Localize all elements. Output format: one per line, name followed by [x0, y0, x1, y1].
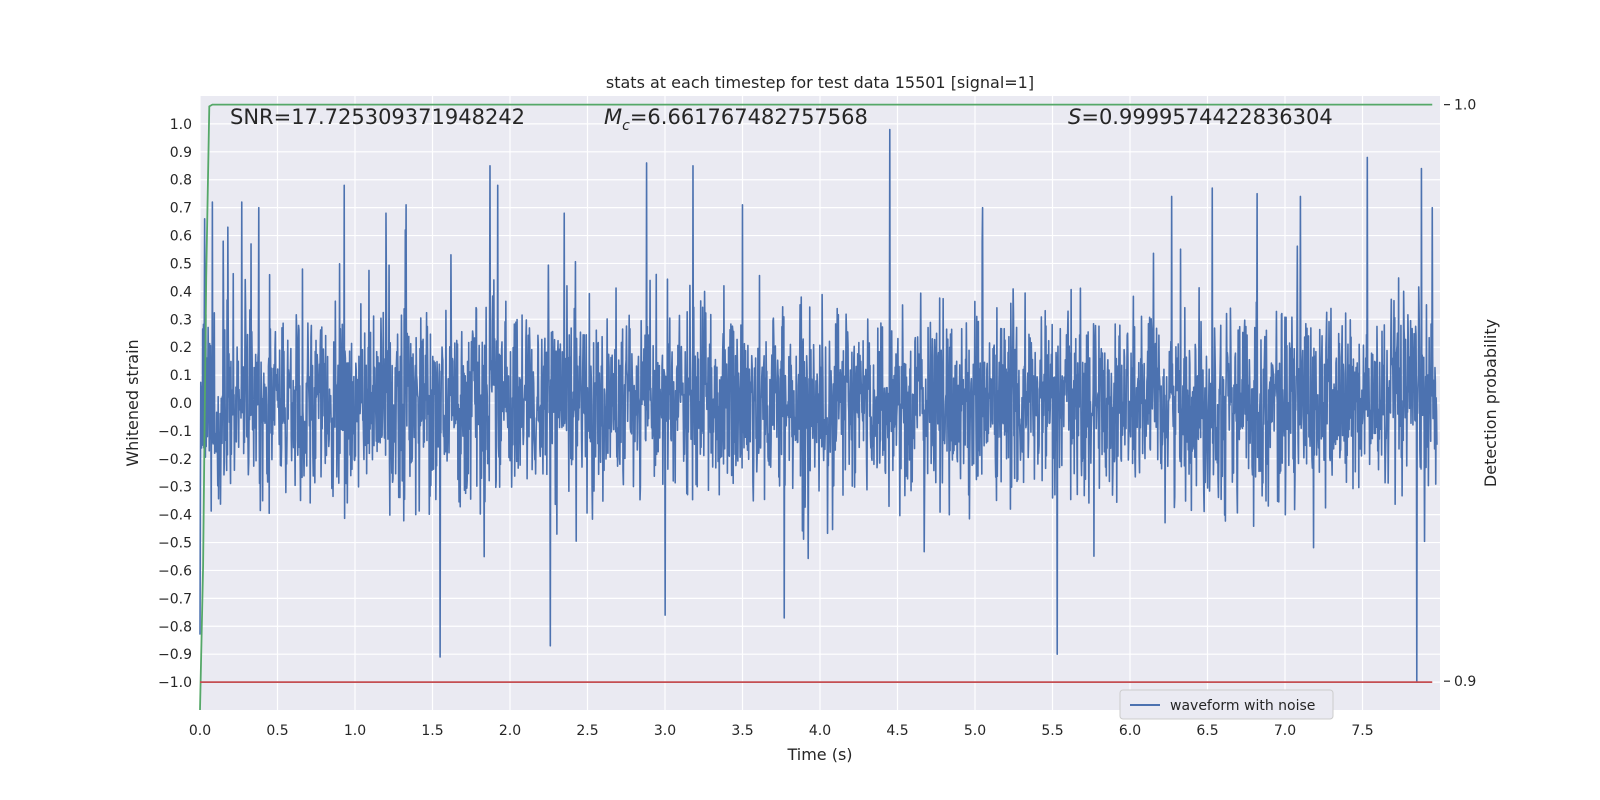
chirp-mass-symbol: M	[604, 105, 622, 129]
x-tick-label: 2.5	[576, 723, 598, 739]
axes: 0.0 0.5 1.0 1.5 2.0 2.5 3.0 3.5 4.0 4.5 5.0 5.5 6.0 6…	[158, 98, 1476, 739]
y-tick-label: −0.2	[158, 452, 192, 468]
detection-statistic-annotation: S=0.9999574422836304	[1068, 105, 1333, 129]
x-tick-label: 5.5	[1041, 723, 1063, 739]
y-tick-label: −0.9	[158, 647, 192, 663]
y-tick-label: 0.7	[170, 201, 192, 217]
chirp-mass-subscript: c	[622, 118, 630, 134]
y-tick-label: 0.4	[170, 284, 192, 300]
y-tick-label: −0.7	[158, 591, 192, 607]
x-tick-label: 4.0	[809, 723, 831, 739]
y-tick-label: −1.0	[158, 675, 192, 691]
x-tick-label: 1.5	[421, 723, 443, 739]
y-tick-label: −0.6	[158, 563, 192, 579]
y-axis-label: Whitened strain	[123, 339, 142, 466]
y-tick-label: 0.2	[170, 340, 192, 356]
statistic-symbol: S	[1068, 105, 1081, 129]
chart-title: stats at each timestep for test data 155…	[606, 73, 1034, 92]
y-tick-label: −0.4	[158, 508, 192, 524]
x-tick-label: 5.0	[964, 723, 986, 739]
x-tick-label: 3.0	[654, 723, 676, 739]
y-tick-label: 0.0	[170, 396, 192, 412]
x-tick-label: 4.5	[886, 723, 908, 739]
series-layer	[199, 103, 1438, 711]
y-tick-label: 1.0	[170, 117, 192, 133]
x-axis-label: Time (s)	[786, 745, 852, 764]
snr-annotation: SNR=17.725309371948242	[230, 105, 525, 129]
y-tick-label: 0.3	[170, 312, 192, 328]
x-tick-label: 7.0	[1274, 723, 1296, 739]
x-tick-label: 0.5	[266, 723, 288, 739]
y2-tick-label: 0.9	[1454, 674, 1476, 690]
detection-probability-line	[199, 103, 1433, 711]
legend-label-waveform: waveform with noise	[1170, 698, 1315, 714]
x-tick-label: 7.5	[1351, 723, 1373, 739]
y2-axis-label: Detection probability	[1481, 319, 1500, 487]
y-tick-label: 0.5	[170, 256, 192, 272]
y-tick-label: −0.3	[158, 480, 192, 496]
y-tick-label: −0.5	[158, 536, 192, 552]
x-tick-label: 3.5	[731, 723, 753, 739]
x-tick-label: 0.0	[189, 723, 211, 739]
chirp-mass-value: =6.661767482757568	[630, 105, 868, 129]
y-tick-label: −0.8	[158, 619, 192, 635]
y-tick-label: 0.9	[170, 145, 192, 161]
legend: waveform with noise	[1119, 689, 1334, 720]
legend-box	[1119, 689, 1334, 720]
y-tick-label: 0.1	[170, 368, 192, 384]
y-tick-label: 0.8	[170, 173, 192, 189]
x-tick-label: 6.5	[1196, 723, 1218, 739]
y-tick-label: −0.1	[158, 424, 192, 440]
y2-tick-label: 1.0	[1454, 98, 1476, 114]
x-tick-label: 6.0	[1119, 723, 1141, 739]
x-tick-label: 1.0	[344, 723, 366, 739]
statistic-value: =0.9999574422836304	[1081, 105, 1332, 129]
y-tick-label: 0.6	[170, 229, 192, 245]
chirp-mass-annotation: Mc=6.661767482757568	[604, 105, 868, 134]
waveform-with-noise-line	[199, 128, 1438, 683]
x-tick-label: 2.0	[499, 723, 521, 739]
